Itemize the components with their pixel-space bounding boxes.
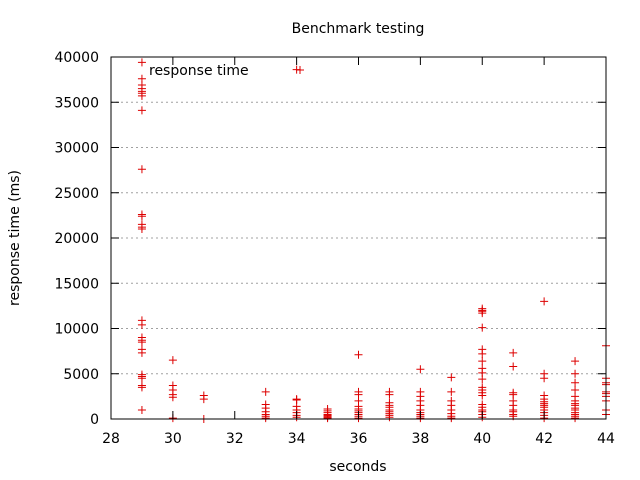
data-point [137,405,146,414]
data-point [354,350,363,359]
x-tick-label: 38 [411,431,429,447]
data-point [571,378,580,387]
legend-marker-plus [296,66,304,74]
data-point [137,58,146,67]
y-tick-label: 40000 [54,50,99,66]
x-tick-label: 34 [288,431,306,447]
x-axis-title: seconds [329,459,386,475]
y-tick-label: 0 [90,412,99,428]
data-point [137,106,146,115]
axis-ticks [110,56,607,420]
data-point [416,365,425,374]
data-point [261,387,270,396]
data-point [478,349,487,358]
data-point [385,413,394,422]
data-point [478,391,487,400]
y-tick-labels: 0 5000 10000 15000 20000 25000 30000 35000 40000 [54,50,99,428]
data-point [478,323,487,332]
grid-lines [111,101,606,375]
y-tick-label: 25000 [54,186,99,202]
y-tick-label: 10000 [54,322,99,338]
chart-title: Benchmark testing [292,21,425,37]
data-point [478,375,487,384]
data-point [137,348,146,357]
x-tick-labels: 28 30 32 34 36 38 40 42 44 [102,431,615,447]
y-tick-label: 35000 [54,95,99,111]
data-point [478,357,487,366]
data-point [540,374,549,383]
data-point [478,309,487,318]
y-axis-title: response time (ms) [7,170,23,306]
legend-plus-icon [296,66,304,74]
x-tick-label: 44 [597,431,615,447]
x-tick-label: 42 [535,431,553,447]
data-point [137,383,146,392]
legend: response time [149,63,304,79]
legend-label: response time [149,63,249,79]
y-tick-label: 30000 [54,141,99,157]
data-point [571,357,580,366]
data-point [199,395,208,404]
y-tick-label: 20000 [54,231,99,247]
data-point [261,414,270,423]
data-point [571,369,580,378]
y-tick-label: 5000 [63,367,99,383]
data-point [571,414,580,423]
data-points [137,58,610,423]
x-tick-label: 28 [102,431,120,447]
data-point [385,390,394,399]
data-point [168,393,177,402]
data-point [137,338,146,347]
x-tick-label: 32 [226,431,244,447]
data-point [447,373,456,382]
data-point [137,212,146,221]
y-tick-label: 15000 [54,276,99,292]
data-point [137,320,146,329]
data-point [168,356,177,365]
x-tick-label: 30 [164,431,182,447]
x-tick-label: 40 [473,431,491,447]
x-tick-label: 36 [350,431,368,447]
data-point [323,414,332,423]
data-point [137,374,146,383]
data-point [137,91,146,100]
data-point [509,348,518,357]
data-point [137,165,146,174]
data-point [447,414,456,423]
data-point [447,387,456,396]
data-point [540,297,549,306]
data-point [137,224,146,233]
data-point [509,362,518,371]
